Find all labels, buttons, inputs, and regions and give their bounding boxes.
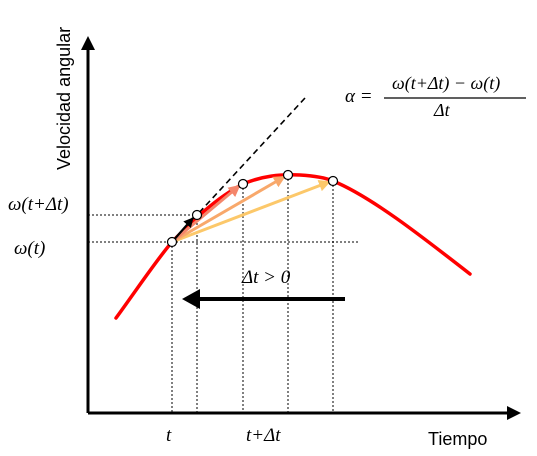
secant-arrow-near <box>171 184 241 244</box>
y-mark-lower: ω(t) <box>14 238 45 259</box>
curve-point-3 <box>237 178 249 190</box>
formula-lhs: α = <box>345 86 373 107</box>
formula-denominator: Δt <box>433 100 451 120</box>
secant-arrow-mid <box>171 175 286 244</box>
tangent-arrow <box>171 217 194 243</box>
curve-point-4 <box>282 169 294 181</box>
angular-velocity-curve <box>114 173 472 320</box>
x-axis-label: Tiempo <box>428 429 487 449</box>
curve-point-5 <box>327 175 339 187</box>
x-mark-t: t <box>166 425 172 446</box>
limit-arrow-head <box>182 289 200 309</box>
x-axis-arrowhead <box>507 406 521 420</box>
x-mark-t-dt: t+Δt <box>246 425 281 446</box>
curve-point-2 <box>191 209 203 221</box>
curve-point-t <box>166 236 178 248</box>
delta-t-condition: Δt > 0 <box>241 267 291 288</box>
y-mark-upper: ω(t+Δt) <box>8 194 69 215</box>
secant-arrow-far <box>171 179 331 244</box>
y-axis-label: Velocidad angular <box>54 27 74 170</box>
formula-numerator: ω(t+Δt) − ω(t) <box>392 73 500 94</box>
y-axis-arrowhead <box>81 36 95 50</box>
